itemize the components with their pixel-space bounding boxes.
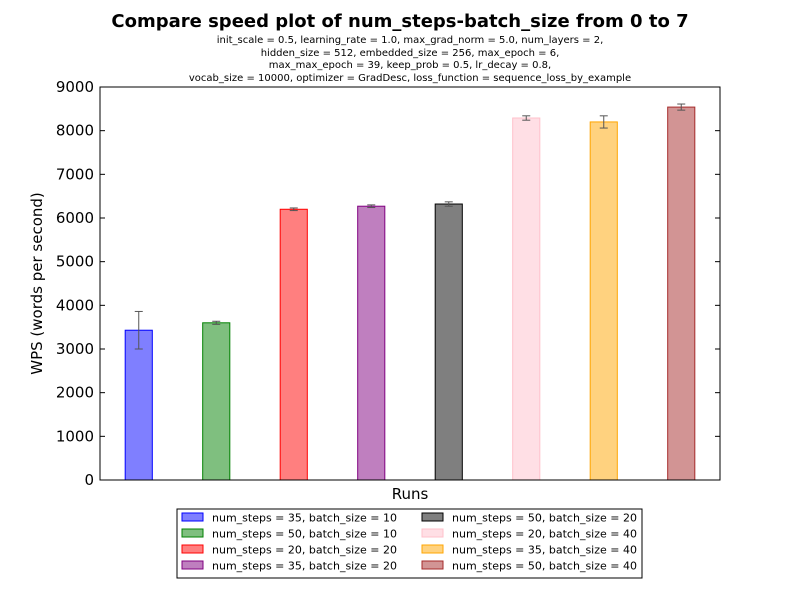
bar-7: [589, 121, 618, 481]
error-bar-7: [599, 115, 608, 129]
bar-2: [202, 322, 231, 481]
error-bar-4: [367, 204, 376, 209]
bars-layer: [124, 106, 696, 481]
legend-label-5: num_steps = 50, batch_size = 20: [452, 512, 637, 525]
x-axis-label: Runs: [392, 485, 429, 503]
legend-label-6: num_steps = 20, batch_size = 40: [452, 528, 637, 541]
errorbars-layer: [134, 103, 686, 350]
error-bar-6: [522, 115, 531, 121]
legend-swatch-4: [181, 560, 204, 570]
legend-entry-4: num_steps = 35, batch_size = 20: [181, 560, 397, 573]
chart-title: Compare speed plot of num_steps-batch_si…: [111, 11, 688, 32]
y-axis: 0 1000 2000 3000 4000 5000 6000 7000 8000 9000: [56, 78, 720, 489]
legend-frame: [176, 508, 643, 579]
bar-1: [124, 329, 153, 481]
y-tick-label-3: 3000: [56, 340, 94, 358]
legend-label-1: num_steps = 35, batch_size = 10: [212, 512, 397, 525]
legend-swatch-1: [181, 512, 204, 522]
y-tick-label-6: 6000: [56, 209, 94, 227]
legend: num_steps = 35, batch_size = 10 num_steps…: [176, 508, 643, 579]
bar-4: [357, 205, 386, 481]
error-bar-2: [212, 320, 221, 325]
y-tick-label-4: 4000: [56, 296, 94, 314]
bar-3: [279, 208, 308, 481]
chart-subtitle-line-4: vocab_size = 10000, optimizer = GradDesc…: [189, 73, 631, 84]
legend-label-4: num_steps = 35, batch_size = 20: [212, 560, 397, 573]
legend-swatch-2: [181, 528, 204, 538]
legend-swatch-3: [181, 544, 204, 554]
bar-8: [667, 106, 696, 481]
plot-frame: [99, 86, 721, 481]
y-tick-label-9: 9000: [56, 78, 94, 96]
legend-entry-6: num_steps = 20, batch_size = 40: [421, 528, 637, 541]
error-bar-5: [444, 201, 453, 207]
legend-entry-2: num_steps = 50, batch_size = 10: [181, 528, 397, 541]
legend-entry-5: num_steps = 50, batch_size = 20: [421, 512, 637, 525]
chart-subtitle-line-1: init_scale = 0.5, learning_rate = 1.0, m…: [217, 35, 604, 46]
y-tick-label-5: 5000: [56, 253, 94, 271]
chart-subtitle-line-3: max_max_epoch = 39, keep_prob = 0.5, lr_…: [269, 60, 551, 71]
legend-label-2: num_steps = 50, batch_size = 10: [212, 528, 397, 541]
legend-swatch-7: [421, 544, 444, 554]
bar-5: [434, 203, 463, 481]
y-tick-label-1: 1000: [56, 427, 94, 445]
chart-subtitle-line-2: hidden_size = 512, embedded_size = 256, …: [261, 48, 560, 59]
y-tick-label-7: 7000: [56, 165, 94, 183]
error-bar-3: [289, 207, 298, 212]
bar-6: [512, 117, 541, 481]
legend-entry-3: num_steps = 20, batch_size = 20: [181, 544, 397, 557]
legend-entry-7: num_steps = 35, batch_size = 40: [421, 544, 637, 557]
legend-swatch-6: [421, 528, 444, 538]
error-bar-8: [677, 103, 686, 111]
y-axis-label: WPS (words per second): [28, 192, 46, 375]
legend-label-7: num_steps = 35, batch_size = 40: [452, 544, 637, 557]
legend-swatch-8: [421, 560, 444, 570]
legend-label-8: num_steps = 50, batch_size = 40: [452, 560, 637, 573]
legend-entry-8: num_steps = 50, batch_size = 40: [421, 560, 637, 573]
y-tick-label-8: 8000: [56, 122, 94, 140]
legend-label-3: num_steps = 20, batch_size = 20: [212, 544, 397, 557]
y-tick-label-0: 0: [84, 471, 94, 489]
legend-swatch-5: [421, 512, 444, 522]
legend-entry-1: num_steps = 35, batch_size = 10: [181, 512, 397, 525]
error-bar-1: [134, 310, 143, 350]
y-tick-label-2: 2000: [56, 384, 94, 402]
